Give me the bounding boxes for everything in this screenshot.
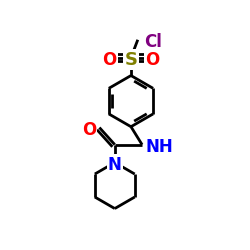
Text: S: S: [124, 51, 138, 69]
Text: O: O: [82, 120, 96, 138]
Text: Cl: Cl: [144, 33, 162, 51]
Text: O: O: [145, 51, 160, 69]
Text: N: N: [108, 156, 122, 174]
Text: O: O: [102, 51, 117, 69]
Text: NH: NH: [146, 138, 173, 156]
